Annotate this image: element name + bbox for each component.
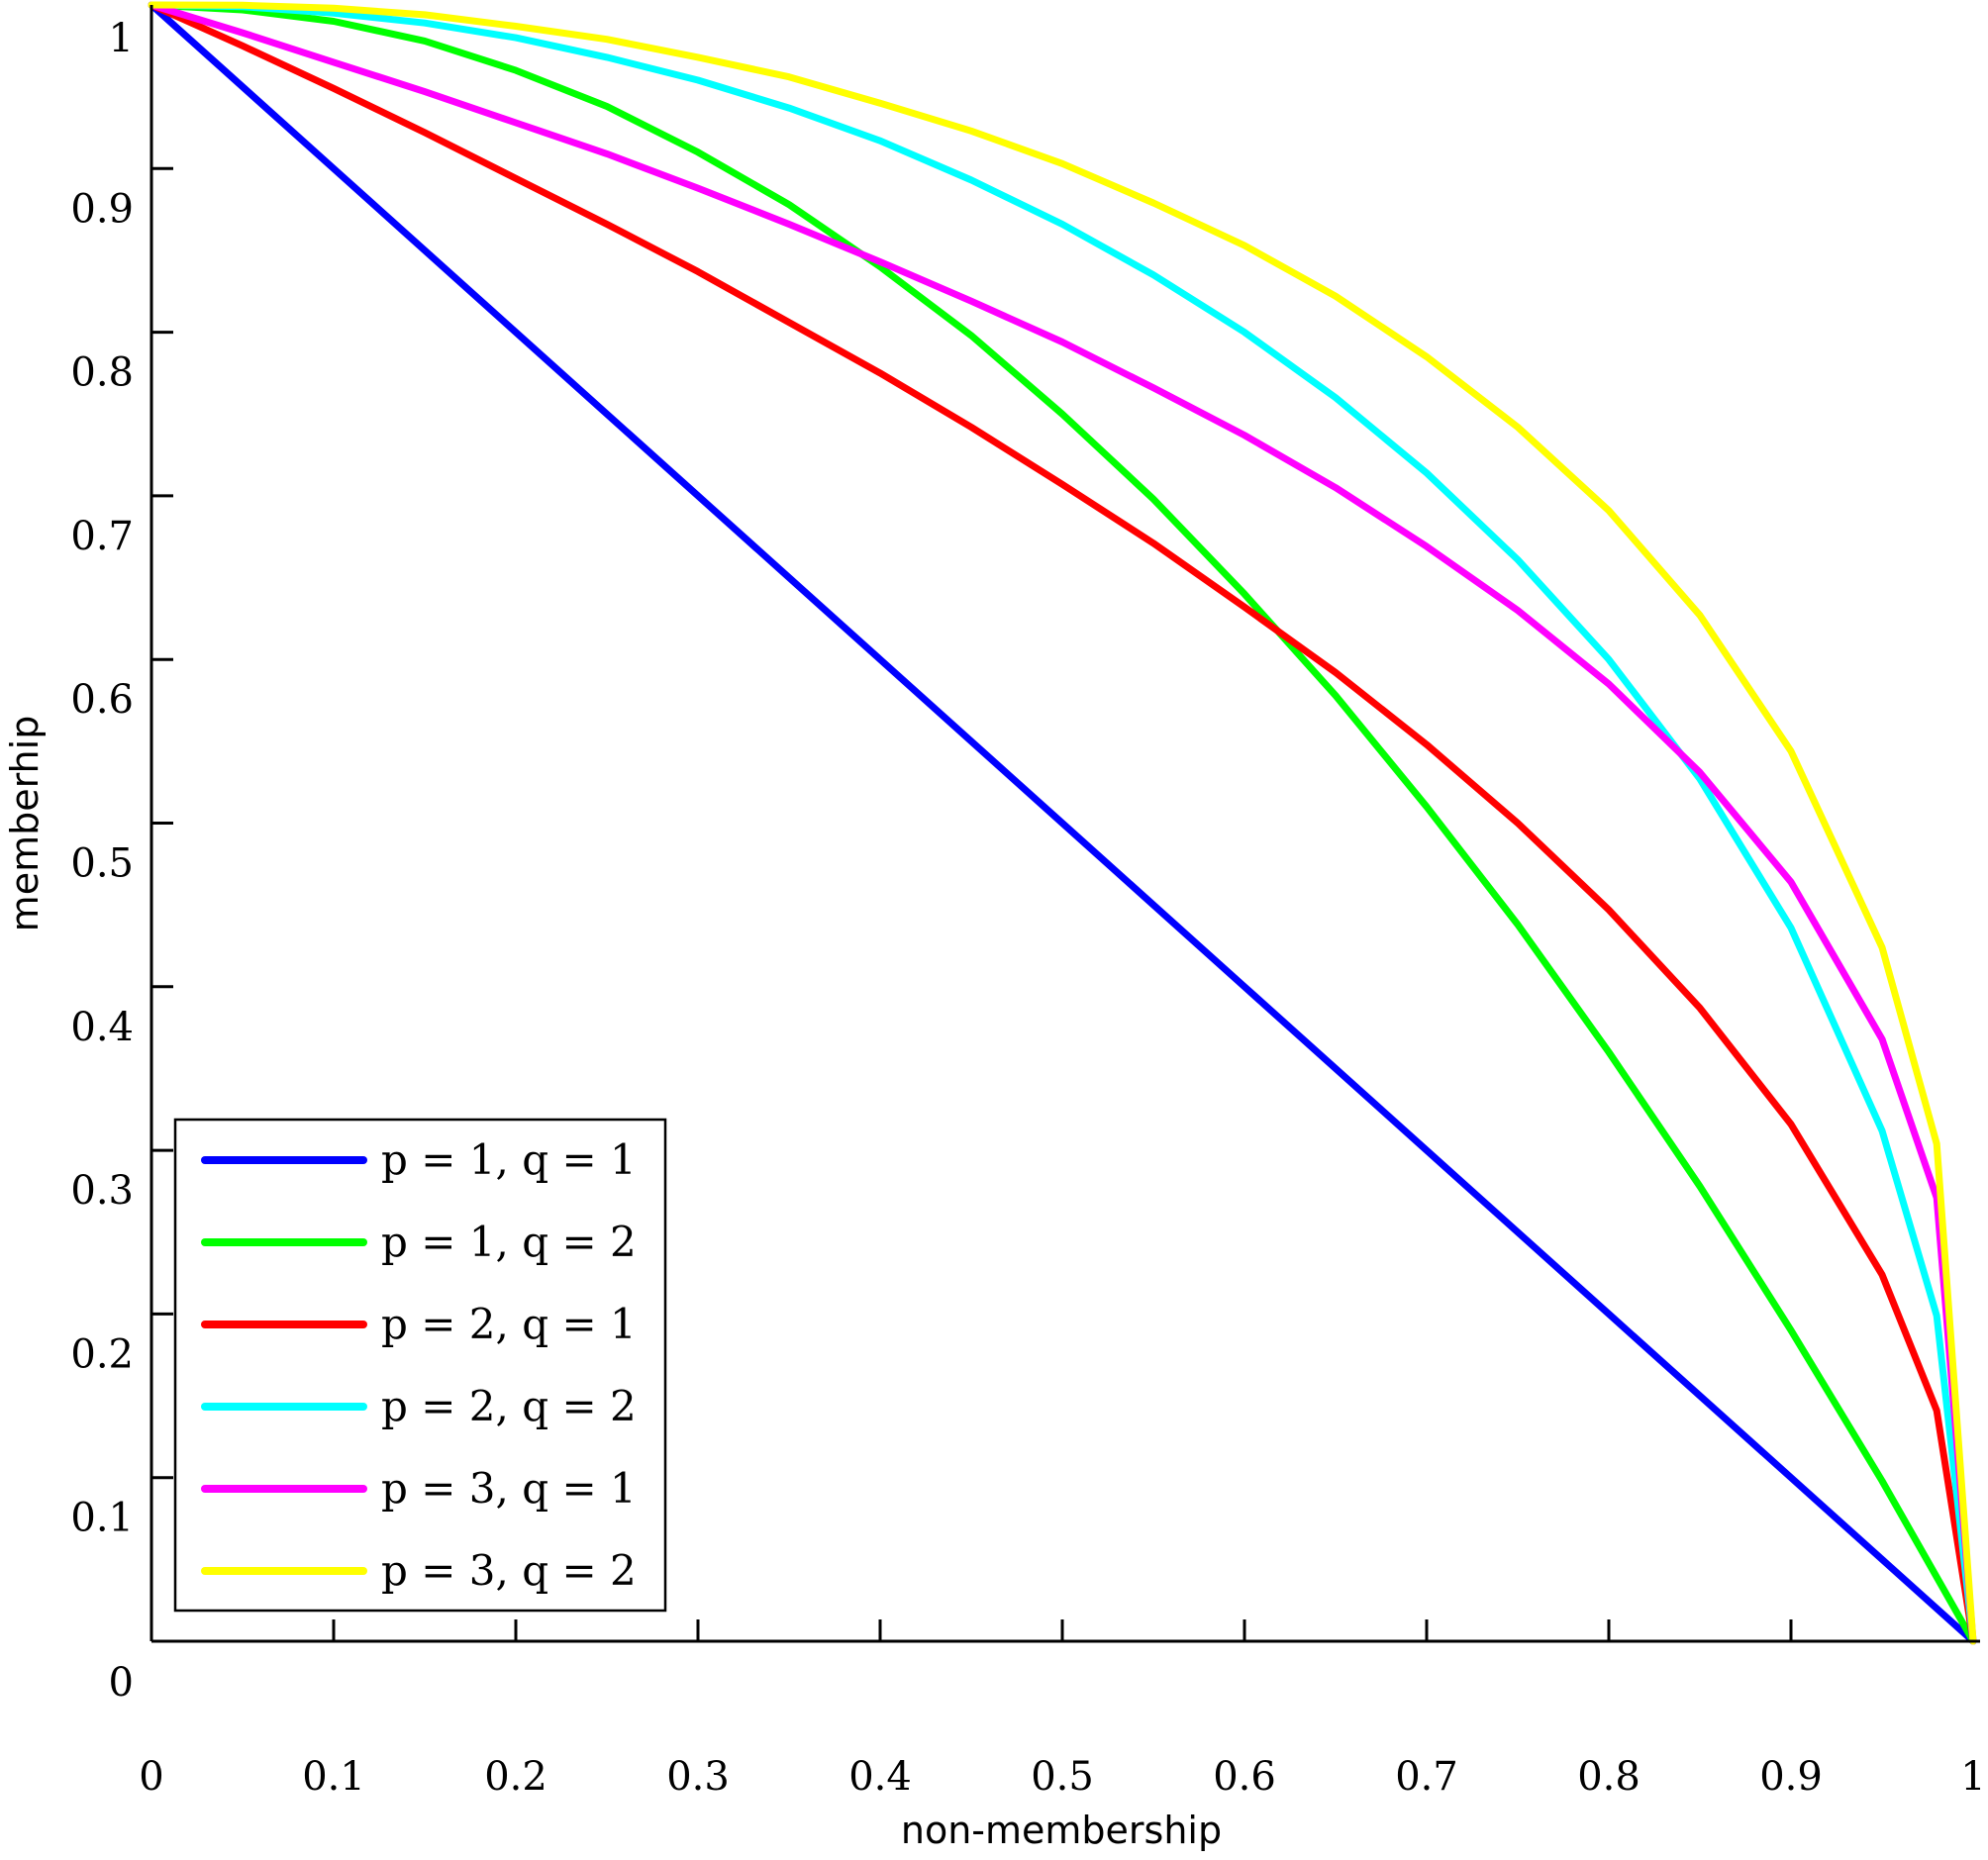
y-tick-label: 0.5 <box>70 841 134 887</box>
x-tick-label: 1 <box>1960 1754 1985 1800</box>
series-lines <box>148 1 1977 1645</box>
series-line-5 <box>148 1 1977 1645</box>
series-line-4 <box>148 1 1977 1645</box>
y-tick-label: 0.9 <box>70 186 134 232</box>
x-tick-label: 0.4 <box>848 1754 912 1800</box>
x-tick-label: 0.7 <box>1395 1754 1458 1800</box>
x-tick-label: 0.6 <box>1213 1754 1276 1800</box>
y-tick-label: 1 <box>109 16 134 61</box>
legend: p = 1, q = 1 p = 1, q = 2 p = 2, q = 1 p = … <box>173 1118 667 1613</box>
y-tick-label: 0.7 <box>70 514 134 559</box>
series-line-6 <box>148 1 1977 1645</box>
legend-label-1: p = 1, q = 1 <box>381 1135 637 1184</box>
y-tick-label: 0 <box>109 1660 134 1706</box>
y-tick-label: 0.2 <box>70 1331 134 1377</box>
legend-items: p = 1, q = 1 p = 1, q = 2 p = 2, q = 1 p = … <box>201 1135 637 1595</box>
x-tick-label: 0.8 <box>1577 1754 1640 1800</box>
x-axis-title: non-membership <box>901 1809 1222 1852</box>
y-tick-label: 0.8 <box>70 350 134 396</box>
legend-label-4: p = 2, q = 2 <box>381 1382 637 1430</box>
x-ticks: 0 0.1 0.2 0.3 0.4 0.5 0.6 0.7 0.8 0.9 1 <box>139 1619 1986 1800</box>
x-tick-label: 0.3 <box>666 1754 730 1800</box>
legend-label-3: p = 2, q = 1 <box>381 1300 637 1348</box>
x-tick-label: 0.1 <box>302 1754 365 1800</box>
x-tick-label: 0.2 <box>484 1754 547 1800</box>
y-tick-label: 0.1 <box>70 1496 134 1541</box>
y-tick-label: 0.4 <box>70 1005 134 1050</box>
series-line-1 <box>148 1 1977 1645</box>
y-tick-label: 0.6 <box>70 677 134 723</box>
legend-label-5: p = 3, q = 1 <box>381 1464 637 1513</box>
y-tick-label: 0.3 <box>70 1168 134 1214</box>
x-tick-label: 0 <box>139 1754 163 1800</box>
series-line-3 <box>148 1 1977 1645</box>
legend-label-2: p = 1, q = 2 <box>381 1218 637 1266</box>
legend-box <box>173 1118 667 1613</box>
y-ticks: 0 0.1 0.2 0.3 0.4 0.5 0.6 0.7 0.8 0.9 1 <box>70 16 173 1706</box>
y-axis-title: memberhip <box>3 716 47 932</box>
legend-label-6: p = 3, q = 2 <box>381 1546 637 1595</box>
x-tick-label: 0.5 <box>1031 1754 1094 1800</box>
series-line-2 <box>148 1 1977 1645</box>
x-tick-label: 0.9 <box>1759 1754 1823 1800</box>
